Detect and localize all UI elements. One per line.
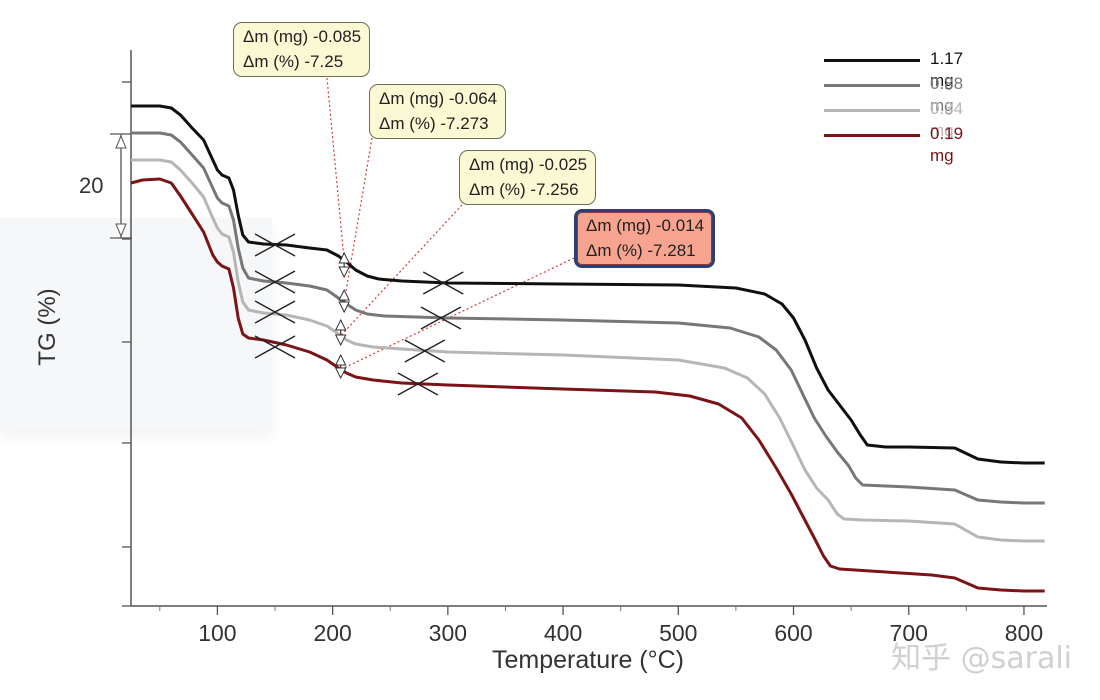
step-arrow-up xyxy=(334,318,347,331)
x-tick-label: 400 xyxy=(543,620,583,646)
annotation-leader-line xyxy=(340,204,463,337)
annotation-percent-loss: Δm (%) -7.281 xyxy=(586,241,696,260)
annotation-mass-loss: Δm (mg) -0.064 xyxy=(379,89,498,108)
series-line-0.19mg xyxy=(130,177,1045,593)
step-end-marker xyxy=(404,339,446,363)
step-onset-marker xyxy=(254,233,296,257)
annotation-box-0.34mg: Δm (mg) -0.025 Δm (%) -7.256 xyxy=(459,150,597,205)
step-onset-marker xyxy=(254,300,296,324)
y-scale-label: 20 xyxy=(79,173,104,198)
x-tick-label: 500 xyxy=(659,620,698,646)
x-tick-label: 600 xyxy=(774,620,813,646)
legend-swatch xyxy=(824,59,920,62)
x-tick-label: 100 xyxy=(198,620,237,646)
annotation-box-1.17mg: Δm (mg) -0.085 Δm (%) -7.25 xyxy=(233,22,371,77)
legend-swatch xyxy=(824,84,920,87)
y-axis-label: TG (%) xyxy=(34,288,61,366)
series-line-0.34mg xyxy=(131,158,1045,543)
legend-label: 1.17 mg xyxy=(930,49,964,90)
legend-label: 0.88 mg xyxy=(930,74,964,115)
annotation-percent-loss: Δm (%) -7.256 xyxy=(469,180,579,199)
step-arrow-down xyxy=(334,334,347,347)
annotation-leader-line xyxy=(326,77,345,261)
y-scale-arrow xyxy=(115,223,127,238)
step-arrow-down xyxy=(338,301,350,314)
annotation-leaders xyxy=(326,77,575,370)
step-arrow-up xyxy=(338,251,350,264)
axes xyxy=(110,50,1047,615)
annotation-mass-loss: Δm (mg) -0.014 xyxy=(586,216,705,235)
legend-label: 0.19 mg xyxy=(930,124,964,165)
legend-label: 0.34 mg xyxy=(930,99,964,140)
y-scale-arrow xyxy=(115,134,127,149)
x-tick-label: 800 xyxy=(1004,620,1044,646)
x-tick-label: 700 xyxy=(889,620,928,646)
series-line-0.88mg xyxy=(131,131,1045,505)
x-axis-label: Temperature (°C) xyxy=(492,646,684,674)
background-panel xyxy=(0,218,272,430)
series-lines xyxy=(130,104,1045,593)
series-line-1.17mg xyxy=(131,104,1045,465)
step-arrow-down xyxy=(338,266,350,279)
x-axis-title: Temperature (°C) xyxy=(0,646,1100,675)
step-arrow-up xyxy=(338,288,350,301)
step-end-marker xyxy=(422,271,464,295)
step-onset-marker xyxy=(254,335,296,359)
annotation-mass-loss: Δm (mg) -0.085 xyxy=(243,27,362,46)
x-tick-label: 200 xyxy=(313,620,352,646)
step-arrow-up xyxy=(334,353,347,366)
legend-swatch xyxy=(824,109,920,112)
annotation-mass-loss: Δm (mg) -0.025 xyxy=(469,155,588,174)
step-onset-marker xyxy=(254,270,296,294)
annotation-box-0.88mg: Δm (mg) -0.064 Δm (%) -7.273 xyxy=(369,84,507,139)
step-arrow-down xyxy=(334,367,347,380)
annotation-leader-line xyxy=(343,137,373,303)
legend-swatch xyxy=(824,134,920,137)
step-end-marker xyxy=(420,306,462,330)
step-markers xyxy=(254,233,464,396)
step-end-marker xyxy=(397,372,439,396)
annotation-percent-loss: Δm (%) -7.273 xyxy=(379,114,489,133)
watermark: 知乎 @sarali xyxy=(891,641,1072,676)
annotation-percent-loss: Δm (%) -7.25 xyxy=(243,52,344,71)
annotation-box-0.19mg-highlighted: Δm (mg) -0.014 Δm (%) -7.281 xyxy=(574,209,716,268)
x-tick-label: 300 xyxy=(428,620,468,646)
